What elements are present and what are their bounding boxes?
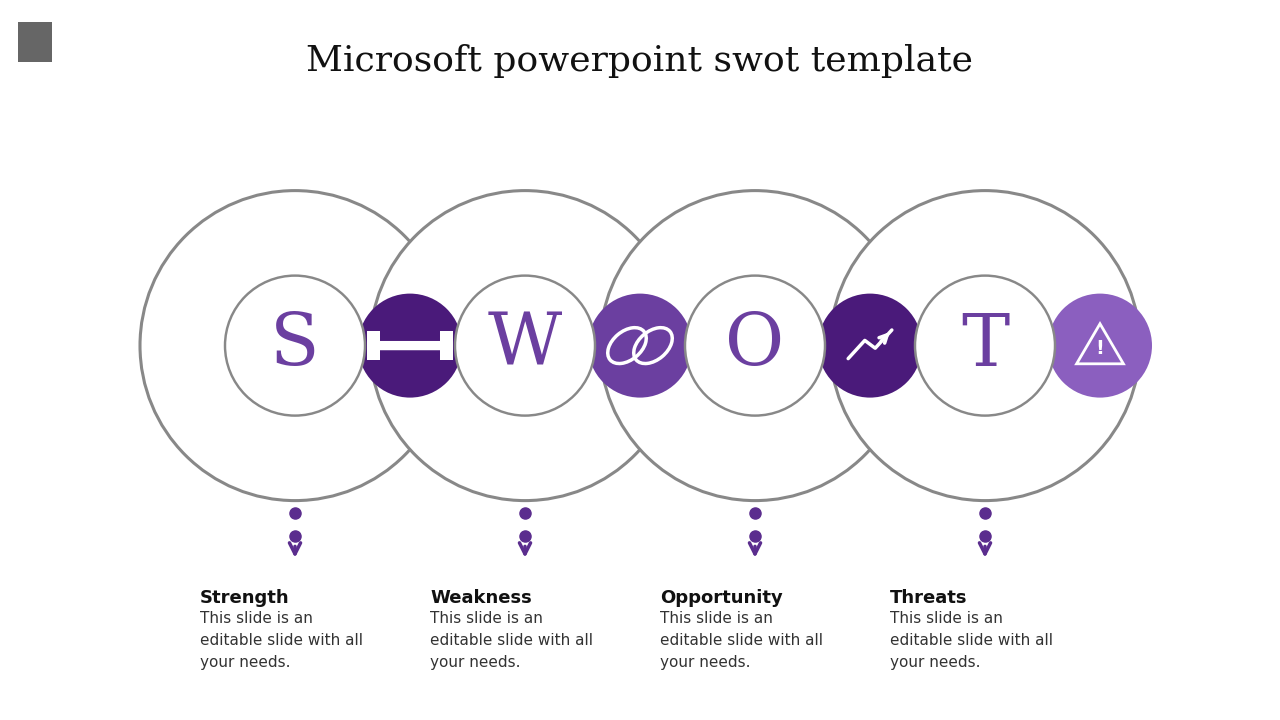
Text: Weakness: Weakness: [430, 588, 531, 606]
Circle shape: [685, 276, 826, 415]
Circle shape: [358, 294, 462, 397]
Text: !: !: [1096, 338, 1105, 358]
Circle shape: [915, 276, 1055, 415]
Circle shape: [588, 294, 692, 397]
Text: Threats: Threats: [890, 588, 968, 606]
Text: This slide is an
editable slide with all
your needs.: This slide is an editable slide with all…: [660, 611, 823, 670]
Circle shape: [454, 276, 595, 415]
Circle shape: [600, 191, 910, 500]
Circle shape: [1048, 294, 1152, 397]
Circle shape: [829, 191, 1140, 500]
Text: Strength: Strength: [200, 588, 289, 606]
Circle shape: [140, 191, 451, 500]
Circle shape: [370, 191, 680, 500]
Text: W: W: [488, 310, 562, 381]
Text: This slide is an
editable slide with all
your needs.: This slide is an editable slide with all…: [200, 611, 364, 670]
Text: T: T: [961, 310, 1009, 381]
Bar: [18, 22, 52, 62]
Text: Opportunity: Opportunity: [660, 588, 783, 606]
Text: Microsoft powerpoint swot template: Microsoft powerpoint swot template: [306, 44, 974, 78]
Circle shape: [818, 294, 922, 397]
Bar: [440, 331, 453, 360]
Text: This slide is an
editable slide with all
your needs.: This slide is an editable slide with all…: [430, 611, 593, 670]
Text: This slide is an
editable slide with all
your needs.: This slide is an editable slide with all…: [890, 611, 1053, 670]
FancyBboxPatch shape: [372, 341, 448, 350]
Circle shape: [225, 276, 365, 415]
Text: S: S: [270, 310, 320, 381]
Bar: [367, 331, 380, 360]
Text: O: O: [726, 310, 785, 381]
